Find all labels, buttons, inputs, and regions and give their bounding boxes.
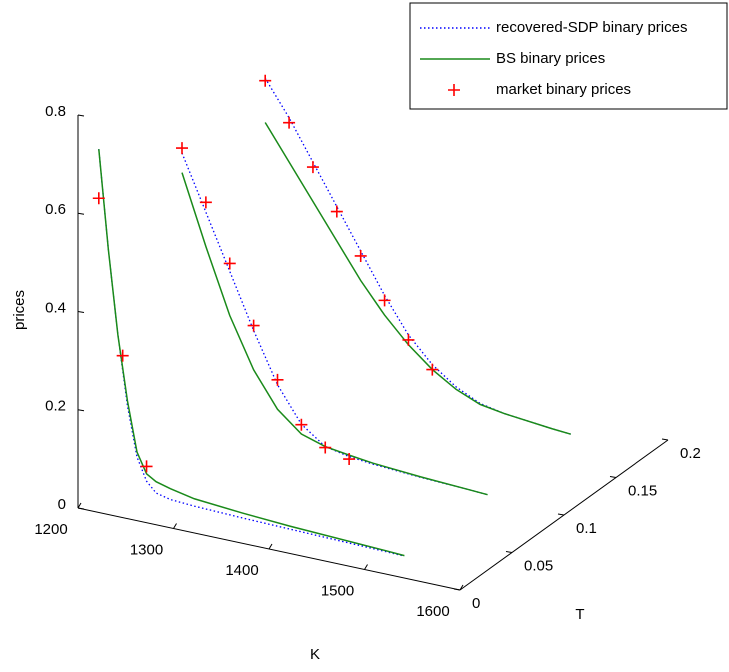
z-tick <box>77 409 85 412</box>
market-marker <box>354 249 367 262</box>
x-tick-label: 1500 <box>321 582 354 599</box>
x-tick <box>459 584 464 591</box>
x-tick-label: 1200 <box>34 521 67 538</box>
z-tick-label: 0 <box>58 496 66 513</box>
y-tick <box>453 588 461 591</box>
market-marker <box>271 373 284 386</box>
market-marker <box>283 116 296 129</box>
market-marker <box>199 196 212 209</box>
z-tick <box>77 311 85 313</box>
market-marker <box>306 161 319 174</box>
market-marker <box>92 192 105 205</box>
market-marker <box>223 257 236 270</box>
market-marker <box>259 74 272 87</box>
y-axis-label: T <box>575 606 584 623</box>
y-tick-label: 0 <box>472 595 480 612</box>
y-tick-label: 0.1 <box>576 520 597 537</box>
x-tick-label: 1300 <box>130 541 163 558</box>
x-tick <box>173 523 177 529</box>
x-tick <box>268 543 273 550</box>
z-tick-label: 0.8 <box>45 103 66 120</box>
x-tick <box>364 564 368 570</box>
market-marker <box>402 333 415 346</box>
y-tick-label: 0.05 <box>524 557 553 574</box>
y-tick-label: 0.15 <box>628 482 657 499</box>
y-tick <box>609 476 617 478</box>
z-tick <box>77 212 85 215</box>
x-axis-label: K <box>310 646 320 663</box>
z-tick-label: 0.6 <box>45 201 66 218</box>
z-tick-label: 0.4 <box>45 299 66 316</box>
x-tick-label: 1400 <box>225 562 258 579</box>
legend-label: recovered-SDP binary prices <box>496 19 687 36</box>
legend-box <box>409 2 728 110</box>
sdp-line <box>181 152 488 496</box>
y-tick <box>505 551 513 553</box>
market-marker <box>426 363 439 376</box>
market-marker <box>116 349 129 362</box>
market-marker <box>247 319 260 332</box>
market-marker <box>295 418 308 431</box>
market-marker <box>176 142 188 155</box>
z-tick-label: 0.2 <box>45 398 66 415</box>
y-tick <box>661 438 669 441</box>
market-marker <box>330 205 343 218</box>
x-tick-label: 1600 <box>416 603 449 620</box>
market-marker <box>378 294 391 307</box>
market-marker <box>319 441 332 454</box>
bs-line <box>98 149 405 557</box>
market-marker <box>140 460 153 473</box>
z-tick <box>77 507 85 510</box>
z-tick <box>77 114 85 117</box>
legend-label: market binary prices <box>496 81 631 98</box>
y-tick-label: 0.2 <box>680 445 701 462</box>
market-marker <box>343 453 356 466</box>
legend-label: BS binary prices <box>496 50 605 67</box>
z-axis-label: prices <box>11 290 28 330</box>
y-tick <box>557 513 565 516</box>
x-tick <box>77 502 82 509</box>
legend-swatch <box>448 84 460 96</box>
bs-line <box>181 172 488 496</box>
